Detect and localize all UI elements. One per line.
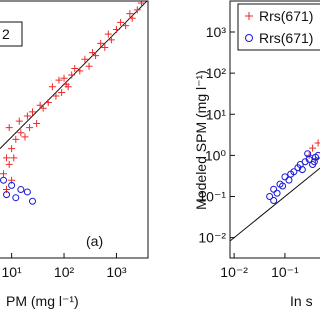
point [76, 67, 84, 75]
point [112, 26, 120, 34]
point [287, 170, 295, 178]
one-to-one-line [0, 1, 148, 149]
axes-box [229, 0, 320, 259]
point [71, 64, 79, 72]
point [279, 182, 287, 190]
point [44, 99, 52, 107]
point [55, 76, 63, 84]
x-tick-label: 10¹ [2, 264, 23, 280]
x-tick-label: 10² [54, 264, 75, 280]
point [12, 135, 20, 143]
point [12, 194, 20, 202]
x-axis-label: PM (mg l⁻¹) [6, 293, 79, 309]
legend-marker [245, 12, 253, 20]
legend-box [237, 3, 320, 51]
point [15, 117, 23, 125]
point [8, 181, 16, 189]
one-to-one-line [230, 167, 320, 242]
point [52, 92, 60, 100]
point [36, 101, 44, 109]
point [58, 88, 66, 96]
point [270, 197, 278, 205]
point [266, 193, 274, 201]
point [126, 10, 134, 18]
point [304, 150, 312, 158]
point [33, 119, 41, 127]
plot-area [0, 1, 148, 205]
point [89, 49, 97, 57]
axes-box [0, 0, 149, 259]
y-tick-label: 10³ [206, 24, 227, 40]
point [64, 83, 72, 91]
point [92, 52, 100, 60]
point [305, 151, 313, 159]
point [3, 191, 11, 199]
y-tick-label: 10⁻² [198, 230, 226, 246]
point [310, 158, 318, 166]
point [5, 124, 13, 132]
point [97, 39, 105, 47]
x-tick-label: 10⁻¹ [271, 264, 299, 280]
point [8, 145, 16, 153]
point [137, 1, 145, 7]
point [21, 133, 29, 141]
legend-text: 2 [2, 26, 10, 42]
point [107, 36, 115, 44]
x-tick-label: 10⁻² [220, 264, 248, 280]
x-axis-label: In s [290, 293, 313, 309]
point [68, 71, 76, 79]
y-tick-label: 10⁻¹ [198, 189, 226, 205]
point [309, 144, 317, 152]
y-axis-label: Modeled SPM (mg l⁻¹) [193, 70, 209, 210]
point [17, 186, 25, 194]
y-tick-label: 10⁰ [205, 147, 227, 163]
point [133, 6, 141, 14]
point [5, 160, 13, 168]
point [23, 188, 31, 196]
point [28, 108, 36, 116]
legend-label: Rrs(671) [259, 30, 313, 46]
point [26, 124, 34, 132]
point [0, 176, 8, 184]
point [10, 154, 18, 162]
y-tick-label: 10¹ [206, 106, 227, 122]
plot-area [230, 139, 320, 242]
point [117, 18, 125, 26]
point [85, 62, 93, 70]
legend-marker [245, 34, 253, 42]
point [81, 55, 89, 63]
point [23, 112, 31, 120]
legend-label: Rrs(671) [259, 8, 313, 24]
point [314, 151, 320, 159]
point [285, 176, 293, 184]
point [270, 185, 278, 193]
x-tick-label: 10³ [106, 264, 127, 280]
panel-label: (a) [86, 233, 103, 249]
point [128, 14, 136, 22]
point [273, 189, 281, 197]
point [122, 22, 130, 30]
point [101, 44, 109, 52]
y-tick-label: 10² [206, 65, 227, 81]
point [281, 173, 289, 181]
point [104, 30, 112, 38]
point [28, 197, 36, 205]
legend-box [0, 21, 23, 47]
point [3, 154, 11, 162]
point [39, 104, 47, 112]
point [298, 166, 306, 174]
point [48, 83, 56, 91]
point [17, 129, 25, 137]
point [314, 139, 320, 147]
point [0, 170, 8, 178]
point [60, 74, 68, 82]
